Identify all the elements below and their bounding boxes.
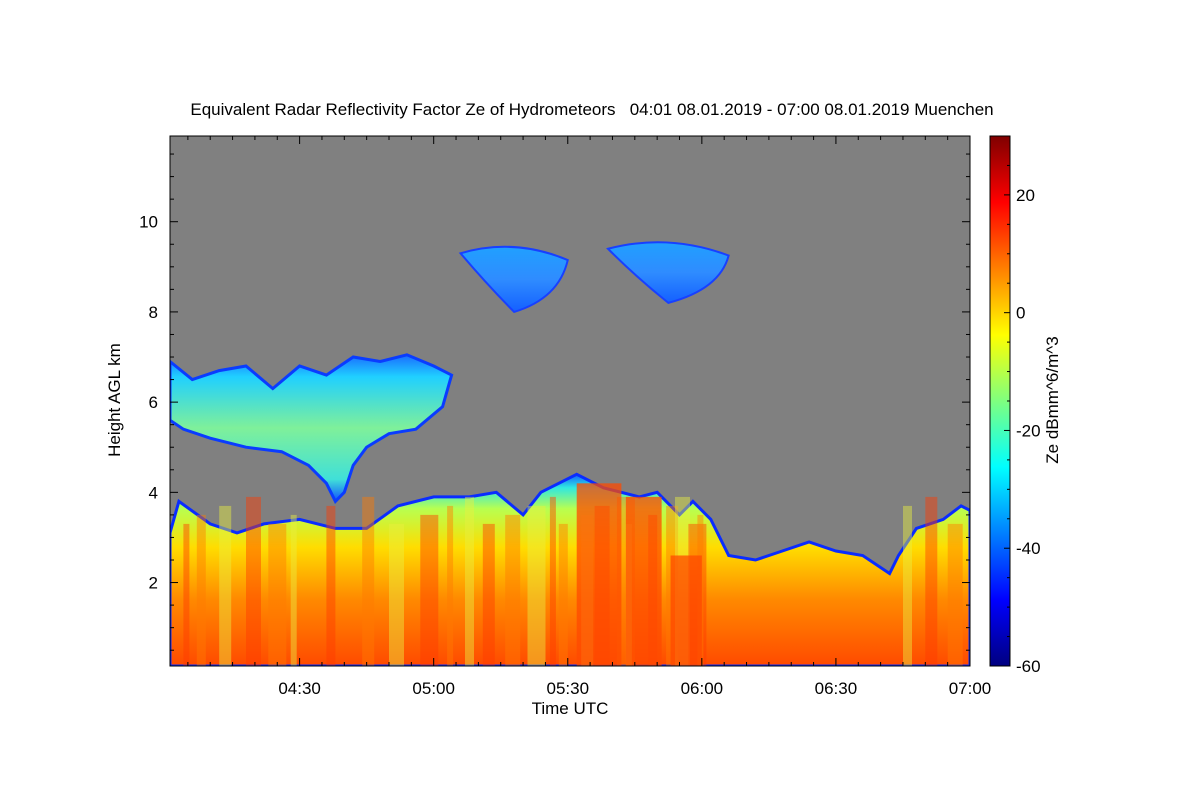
fall-streak <box>196 514 206 666</box>
upper-cloud-patch <box>458 245 569 314</box>
fall-streak <box>549 496 556 666</box>
fall-streak <box>246 496 261 666</box>
x-tick-label: 05:00 <box>412 679 455 698</box>
x-tick-label: 07:00 <box>949 679 992 698</box>
fall-streak <box>903 505 912 666</box>
colorbar-label: Ze dBmm^6/m^3 <box>1043 336 1062 463</box>
echo-layers <box>170 241 970 666</box>
x-axis-title: Time UTC <box>532 699 609 718</box>
reflectivity-core <box>576 483 622 666</box>
lower-echo-edge <box>170 472 970 666</box>
fall-streak <box>420 514 439 666</box>
fall-streak <box>219 505 232 666</box>
y-tick-label: 4 <box>149 483 158 502</box>
colorbar-ticks: 20 0 -20 -40 -60 <box>1004 164 1041 676</box>
colorbar-tick-label: -40 <box>1016 539 1041 558</box>
colorbar-tick-label: 20 <box>1016 186 1035 205</box>
upper-cloud-patch <box>606 241 730 304</box>
reflectivity-core <box>625 496 662 666</box>
x-axis: 04:30 05:00 05:30 06:00 06:30 07:00 <box>187 136 992 698</box>
x-tick-label: 06:00 <box>681 679 724 698</box>
y-tick-label: 6 <box>149 393 158 412</box>
reflectivity-core <box>670 555 702 666</box>
colorbar-tick-label: -20 <box>1016 421 1041 440</box>
fall-streak <box>505 514 521 666</box>
plot-area <box>170 136 970 666</box>
chart-title: Equivalent Radar Reflectivity Factor Ze … <box>190 100 993 119</box>
fall-streak <box>268 523 287 666</box>
fall-streak <box>558 523 568 666</box>
fall-streak <box>183 523 190 666</box>
fall-streak <box>362 496 375 666</box>
fall-streak <box>925 496 938 666</box>
lower-echo-layer <box>170 474 970 666</box>
fall-streak <box>947 523 963 666</box>
y-tick-label: 8 <box>149 303 158 322</box>
mid-level-cloud <box>170 353 454 504</box>
fall-streak <box>290 514 297 666</box>
y-tick-label: 2 <box>149 574 158 593</box>
plot-frame <box>169 135 971 667</box>
x-tick-label: 06:30 <box>815 679 858 698</box>
x-tick-label: 04:30 <box>278 679 321 698</box>
colorbar-tick-label: -60 <box>1016 657 1041 676</box>
colorbar-tick-label: 0 <box>1016 304 1025 323</box>
y-axis-title: Height AGL km <box>105 343 124 457</box>
y-axis: 2 4 6 8 10 <box>139 153 970 651</box>
fall-streak <box>389 523 404 666</box>
fall-streak <box>326 505 336 666</box>
fall-streak <box>447 505 454 666</box>
x-tick-label: 05:30 <box>546 679 589 698</box>
fall-streak <box>527 505 546 666</box>
fall-streak <box>465 496 474 666</box>
fall-streak <box>482 523 495 666</box>
y-tick-label: 10 <box>139 213 158 232</box>
